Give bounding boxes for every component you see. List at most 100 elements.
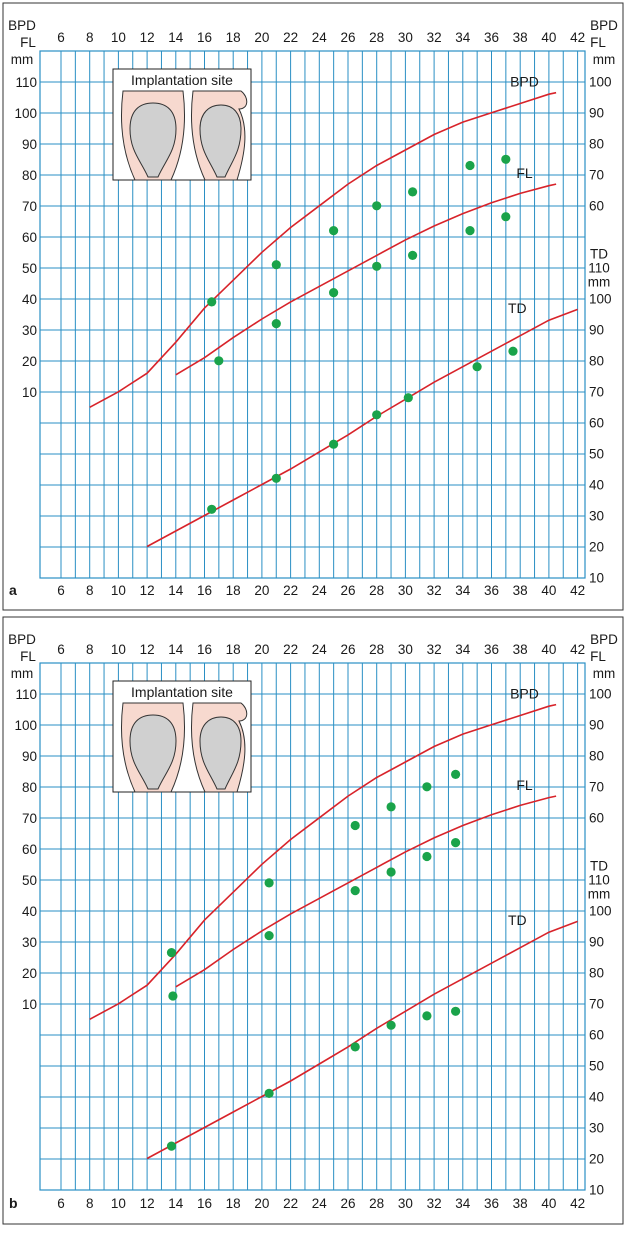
x-tick-label-top: 40 (541, 642, 556, 657)
data-point-bpd (386, 802, 396, 812)
data-point-fl (386, 867, 396, 877)
right-tick-label-lower: 30 (589, 509, 604, 524)
right-axis-td-title-line: mm (588, 887, 611, 902)
x-tick-label-top: 10 (111, 30, 126, 45)
data-point-fl (465, 226, 475, 236)
data-point-bpd (501, 154, 511, 164)
x-tick-label-bottom: 6 (57, 583, 65, 598)
data-point-fl (168, 991, 178, 1001)
x-tick-label-bottom: 12 (140, 583, 155, 598)
x-tick-label-bottom: 32 (427, 583, 442, 598)
right-tick-label-upper: 80 (589, 137, 604, 152)
data-point-td (372, 410, 382, 420)
x-tick-label-top: 24 (312, 30, 328, 45)
x-tick-label-bottom: 14 (168, 1196, 184, 1211)
curve-bpd (89, 703, 557, 1021)
data-point-td (350, 1042, 360, 1052)
x-tick-label-bottom: 6 (57, 1196, 65, 1211)
x-tick-label-top: 8 (86, 642, 94, 657)
x-tick-label-top: 16 (197, 642, 212, 657)
gestational-sac-illustration (199, 716, 242, 790)
right-axis-title-line: BPD (590, 18, 618, 33)
data-point-td (329, 439, 339, 449)
left-tick-label: 110 (15, 75, 37, 90)
x-tick-label-bottom: 14 (168, 583, 184, 598)
x-tick-label-top: 20 (254, 642, 269, 657)
x-tick-label-top: 6 (57, 30, 65, 45)
x-tick-label-bottom: 8 (86, 583, 94, 598)
left-tick-label: 80 (22, 780, 37, 795)
left-tick-label: 10 (22, 385, 37, 400)
x-tick-label-bottom: 34 (455, 583, 471, 598)
right-tick-label-lower: 60 (589, 1028, 604, 1043)
x-tick-label-top: 42 (570, 642, 585, 657)
right-tick-label-lower: 10 (589, 1183, 604, 1198)
data-point-td (472, 362, 482, 372)
left-tick-label: 30 (22, 323, 37, 338)
x-tick-label-bottom: 18 (226, 583, 241, 598)
right-tick-label-upper: 100 (589, 687, 612, 702)
x-tick-label-top: 30 (398, 30, 413, 45)
x-tick-label-bottom: 36 (484, 1196, 499, 1211)
x-tick-label-top: 22 (283, 30, 298, 45)
curve-bpd (89, 91, 557, 409)
right-axis-title-line: FL (590, 649, 606, 664)
data-point-bpd (350, 820, 360, 831)
left-tick-label: 70 (22, 811, 37, 826)
implantation-site-inset: Implantation site (112, 68, 252, 181)
right-tick-label-lower: 100 (589, 292, 612, 307)
data-point-bpd (465, 160, 475, 171)
data-point-td (422, 1011, 432, 1021)
x-tick-label-top: 30 (398, 642, 413, 657)
data-point-fl (422, 851, 432, 862)
right-tick-label-lower: 70 (589, 385, 604, 400)
data-point-bpd (166, 948, 177, 958)
curve-td (146, 920, 578, 1160)
x-tick-label-bottom: 40 (541, 1196, 556, 1211)
inset-title: Implantation site (131, 684, 233, 700)
left-axis-title-line: mm (11, 52, 34, 67)
right-tick-label-lower: 60 (589, 416, 604, 431)
data-point-bpd (207, 297, 217, 307)
curve-fl (175, 795, 557, 988)
x-tick-label-top: 32 (427, 642, 442, 657)
right-tick-label-lower: 100 (589, 904, 612, 919)
x-tick-label-bottom: 38 (513, 1196, 528, 1211)
right-tick-label-lower: 20 (589, 540, 604, 555)
x-tick-label-bottom: 36 (484, 583, 499, 598)
data-point-bpd (422, 782, 432, 792)
left-tick-label: 40 (22, 904, 37, 919)
right-axis-td-title-line: 110 (588, 873, 610, 888)
right-axis-title-line: mm (593, 52, 616, 67)
x-tick-label-bottom: 10 (111, 1196, 126, 1211)
data-point-td (403, 393, 413, 403)
left-tick-label: 60 (22, 842, 37, 857)
x-tick-label-top: 38 (513, 642, 528, 657)
left-tick-label: 40 (22, 292, 37, 307)
panel-label: a (9, 582, 17, 598)
panel-frame (2, 2, 624, 611)
data-point-fl (408, 250, 418, 260)
x-tick-label-top: 28 (369, 30, 384, 45)
plot-border (39, 662, 586, 1191)
right-tick-label-lower: 90 (589, 323, 604, 338)
left-tick-label: 80 (22, 168, 37, 183)
x-tick-label-top: 26 (340, 30, 355, 45)
right-tick-label-lower: 40 (589, 478, 604, 493)
right-axis-td-title-line: TD (590, 859, 608, 874)
x-tick-label-top: 34 (455, 642, 471, 657)
right-tick-label-upper: 80 (589, 749, 604, 764)
panel-frame (2, 616, 624, 1225)
x-tick-label-bottom: 12 (140, 1196, 155, 1211)
data-point-bpd (408, 187, 418, 197)
left-tick-label: 50 (22, 261, 37, 276)
series-label-bpd: BPD (510, 686, 539, 702)
right-axis-td-title-line: TD (590, 247, 608, 262)
data-point-td (386, 1020, 396, 1030)
x-tick-label-bottom: 40 (541, 583, 556, 598)
series-label-fl: FL (516, 777, 533, 793)
right-axis-td-title-line: mm (588, 275, 611, 290)
data-point-bpd (271, 260, 281, 270)
x-tick-label-bottom: 24 (312, 1196, 328, 1211)
series-label-td: TD (508, 300, 527, 316)
